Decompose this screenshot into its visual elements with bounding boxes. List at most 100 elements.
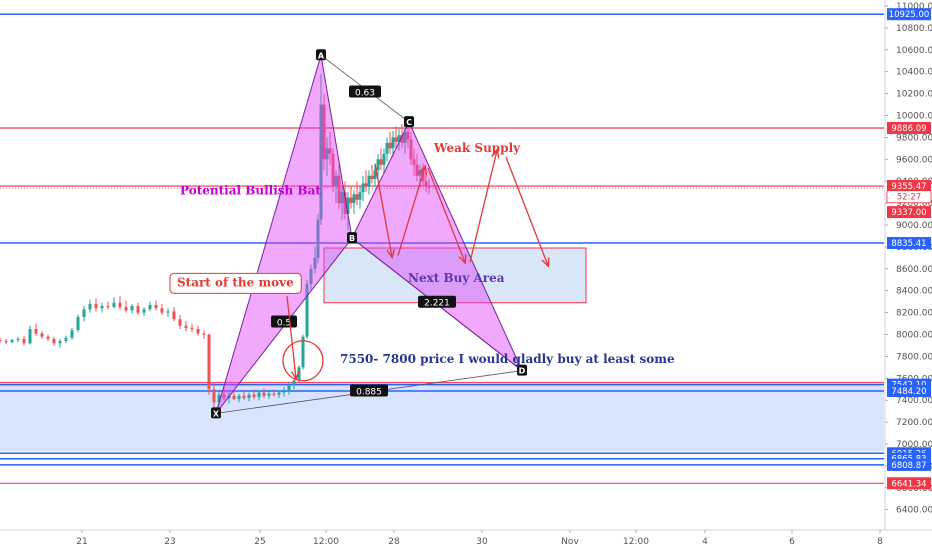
arrow-1 [397,167,425,256]
arrow-3 [469,151,497,263]
level-tag-bg [887,384,931,397]
ratio-label-text: 0.885 [356,387,382,397]
candle-body [331,153,335,187]
y-tick-label: 10800.00 [896,24,932,34]
ratio-label-text: 0.63 [355,89,375,99]
price-tag-text: 9355.47 [891,182,926,192]
ratio-label-bg [350,384,388,397]
candle-body [118,302,122,308]
candle-body [301,336,305,368]
candle-body [0,339,2,342]
candle-body [349,197,353,204]
candle [385,137,389,162]
candle-body [190,327,194,330]
candle-body [46,336,50,339]
y-tick-label: 11000.00 [896,2,932,12]
price-tag-1: 9337.00 [887,206,931,219]
candle [106,301,110,310]
candle-body [319,104,323,220]
pattern-point-label: B [349,234,355,243]
x-tick-label: 6 [789,537,795,547]
start-circle [282,340,324,382]
annotation-1: Weak Supply [433,141,521,155]
pattern-point-bg [347,232,357,244]
candle-body [376,159,380,171]
candle-body [277,392,281,395]
level-tag-6: 7484.20 [887,384,931,397]
candle [340,186,344,220]
candle-body [325,148,329,160]
level-tag-text: 10925.00 [889,10,930,20]
candle-body [394,137,398,142]
candle [313,246,317,274]
candle-body [100,306,104,309]
x-tick-label: 4 [702,537,708,547]
level-tag-text: 8835.41 [891,239,926,249]
candle [4,338,8,345]
candle [397,128,401,151]
pattern-point-bg [404,116,414,128]
y-tick-label: 7800.00 [896,352,932,362]
pattern-point-d: D [517,364,527,376]
ratio-label-bg [418,295,456,308]
candle [382,148,386,173]
candle-body [154,304,158,309]
y-tick-label: 10600.00 [896,46,932,56]
candle [94,298,98,312]
level-tag-text: 6808.87 [891,461,926,471]
candle [319,73,323,225]
candle [331,148,335,193]
candle [301,334,305,370]
candle [287,382,291,395]
arrow-5 [286,296,296,378]
candle [412,148,416,176]
price-tag-text: 9337.00 [891,208,926,218]
candle [322,93,326,171]
candle-body [217,394,221,403]
candle-body [142,309,146,313]
x-tick-label: 12:00 [313,537,339,547]
candle-body [22,338,26,344]
candle-body [124,307,128,311]
ratio-label-text: 2.221 [424,299,450,309]
candle-body [361,183,365,193]
pattern-point-x: X [211,407,221,419]
candle [154,300,158,311]
candle [361,175,365,201]
zone-0 [0,381,884,452]
candle [0,337,2,344]
candle [364,170,368,193]
candle [367,170,371,195]
candle [16,336,20,343]
level-tag-9: 6808.87 [887,458,931,471]
candle-body [252,394,256,397]
candle-body [400,135,404,143]
candle-body [313,257,317,269]
candle [305,279,309,339]
candle-body [282,391,286,393]
candle-body [292,380,296,385]
candle [112,297,116,309]
candle-body [364,183,368,187]
candle [262,388,266,399]
x-tick-label: 23 [164,537,175,547]
candle [40,331,44,339]
candle-body [82,309,86,317]
candle [184,321,188,332]
countdown-text: 52:27 [897,193,922,203]
candle [352,189,356,215]
candle [82,306,86,322]
candle-body [424,181,428,186]
candle [142,307,146,316]
candle-body [172,311,176,320]
x-tick-label: 8 [877,537,883,547]
candle-body [212,389,216,403]
level-tag-bg [887,477,931,490]
candle-body [322,104,326,160]
candle-body [28,329,32,344]
candle-body [415,164,419,176]
pattern-point-bg [316,49,326,61]
countdown-tag: 52:27 [886,190,932,204]
price-tag-bg [887,206,931,219]
